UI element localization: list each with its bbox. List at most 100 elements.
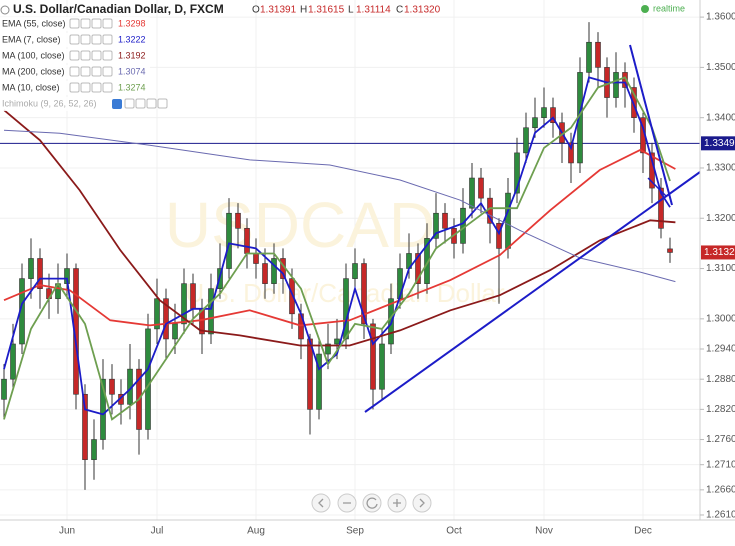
legend-name: EMA (55, close) <box>2 18 66 28</box>
candle-body <box>442 212 448 229</box>
legend-button[interactable] <box>91 82 102 93</box>
candle-body <box>334 338 340 345</box>
legend-button[interactable] <box>91 34 102 45</box>
legend-eye[interactable] <box>112 99 122 109</box>
legend-button[interactable] <box>146 98 157 109</box>
legend-button[interactable] <box>91 50 102 61</box>
y-tick-label: 1.3600 <box>706 12 735 23</box>
quote-value: 1.31114 <box>356 5 391 16</box>
legend-value: 1.3274 <box>118 82 146 92</box>
x-tick-label: Aug <box>247 526 265 537</box>
y-tick-label: 1.2710 <box>706 459 735 470</box>
symbol-icon[interactable] <box>0 5 10 15</box>
plot <box>0 22 700 490</box>
legend-bg <box>0 97 112 111</box>
legend-button[interactable] <box>102 82 113 93</box>
legend-name: MA (10, close) <box>2 82 60 92</box>
legend: EMA (55, close) 1.3298 EMA (7, close) 1.322… <box>0 17 168 111</box>
candle-body <box>289 278 295 315</box>
candle-body <box>28 258 34 279</box>
y-tick-label: 1.2660 <box>706 484 735 495</box>
zoom-icons <box>318 497 425 509</box>
candle-body <box>667 248 673 253</box>
y-tick-label: 1.2940 <box>706 344 735 355</box>
candle-body <box>235 212 241 229</box>
candle-body <box>532 117 538 129</box>
legend-button[interactable] <box>80 82 91 93</box>
legend-button[interactable] <box>80 34 91 45</box>
trend-line <box>629 44 673 206</box>
candle-body <box>145 328 151 430</box>
watermark-symbol: USDCAD <box>165 189 435 261</box>
candle-body <box>415 253 421 284</box>
legend-button[interactable] <box>69 82 80 93</box>
x-tick-label: Jun <box>59 526 75 537</box>
scroll-right-button[interactable] <box>412 493 432 513</box>
quote-value: 1.31391 <box>260 5 297 16</box>
legend-button[interactable] <box>102 18 113 29</box>
quote: O 1.31391 H 1.31615 L 1.31114 C 1.31320 <box>252 5 441 16</box>
legend-button[interactable] <box>157 98 168 109</box>
status-dot <box>641 5 649 13</box>
candle-body <box>460 207 466 244</box>
legend-button[interactable] <box>80 66 91 77</box>
candle-body <box>613 72 619 98</box>
legend-value: 1.3298 <box>118 18 146 28</box>
candle-body <box>91 439 97 460</box>
candle-body <box>433 212 439 239</box>
legend-button[interactable] <box>69 34 80 45</box>
y-tick-label: 1.3300 <box>706 163 735 174</box>
price-tag <box>701 245 735 260</box>
legend-value: 1.3074 <box>118 66 146 76</box>
candle-body <box>478 177 484 199</box>
candle-body <box>541 107 547 118</box>
legend-button[interactable] <box>124 98 135 109</box>
legend-value: 1.3192 <box>118 50 146 60</box>
candle-body <box>253 253 259 264</box>
candle-body <box>523 127 529 154</box>
legend-button[interactable] <box>135 98 146 109</box>
legend-name: Ichimoku (9, 26, 52, 26) <box>2 98 97 108</box>
quote-value: 1.31320 <box>404 5 441 16</box>
legend-button[interactable] <box>80 18 91 29</box>
legend-button[interactable] <box>102 50 113 61</box>
candle-body <box>316 353 322 410</box>
candle-body <box>190 283 196 310</box>
quote-value: 1.31615 <box>308 5 345 16</box>
axis: 1.3600 1.3500 1.3400 1.3300 1.3200 1.3100 1.30… <box>59 12 735 537</box>
candle-body <box>505 192 511 249</box>
legend-button[interactable] <box>69 18 80 29</box>
candle-body <box>226 212 232 269</box>
quote-key: C <box>396 5 403 16</box>
price-tag-label: 1.3132 <box>704 247 735 258</box>
indicator-line <box>3 76 671 421</box>
legend-button[interactable] <box>102 34 113 45</box>
legend-button[interactable] <box>102 66 113 77</box>
x-tick-label: Dec <box>634 526 652 537</box>
y-tick-label: 1.2820 <box>706 404 735 415</box>
indicator-line <box>3 148 676 327</box>
candle-body <box>370 323 376 390</box>
legend-button[interactable] <box>91 18 102 29</box>
reset-button[interactable] <box>362 493 382 513</box>
candle-body <box>244 228 250 254</box>
scroll-left-button[interactable] <box>311 493 331 513</box>
candle-body <box>568 142 574 164</box>
legend-button[interactable] <box>80 50 91 61</box>
y-tick-label: 1.2880 <box>706 374 735 385</box>
quote-key: L <box>348 5 354 16</box>
legend-button[interactable] <box>91 66 102 77</box>
candle-body <box>469 177 475 209</box>
trend-line <box>647 177 667 197</box>
candle-body <box>172 323 178 340</box>
x-tick-label: Sep <box>346 526 364 537</box>
candle-body <box>154 298 160 330</box>
y-tick-label: 1.3100 <box>706 263 735 274</box>
y-tick-label: 1.3400 <box>706 112 735 123</box>
indicator-line <box>3 76 671 416</box>
legend-button[interactable] <box>69 66 80 77</box>
candle-body <box>631 87 637 118</box>
candle-body <box>82 393 88 460</box>
legend-button[interactable] <box>69 50 80 61</box>
